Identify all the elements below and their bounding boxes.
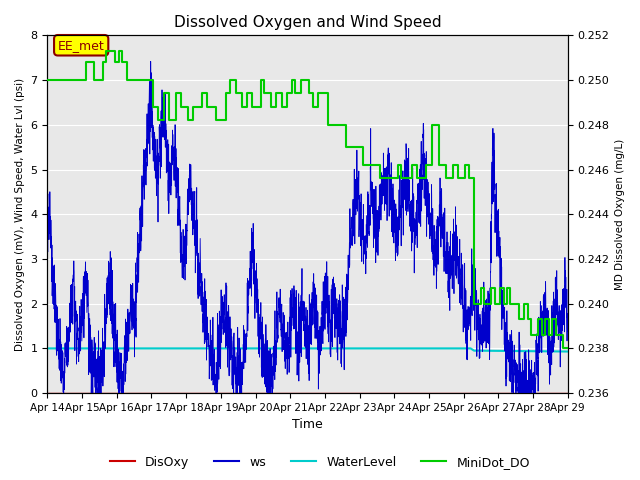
Legend: DisOxy, ws, WaterLevel, MiniDot_DO: DisOxy, ws, WaterLevel, MiniDot_DO bbox=[105, 451, 535, 474]
Title: Dissolved Oxygen and Wind Speed: Dissolved Oxygen and Wind Speed bbox=[173, 15, 442, 30]
Y-axis label: MD Dissolved Oxygen (mg/L): MD Dissolved Oxygen (mg/L) bbox=[615, 139, 625, 290]
Text: EE_met: EE_met bbox=[58, 39, 104, 52]
X-axis label: Time: Time bbox=[292, 419, 323, 432]
Y-axis label: Dissolved Oxygen (mV), Wind Speed, Water Lvl (psi): Dissolved Oxygen (mV), Wind Speed, Water… bbox=[15, 78, 25, 351]
